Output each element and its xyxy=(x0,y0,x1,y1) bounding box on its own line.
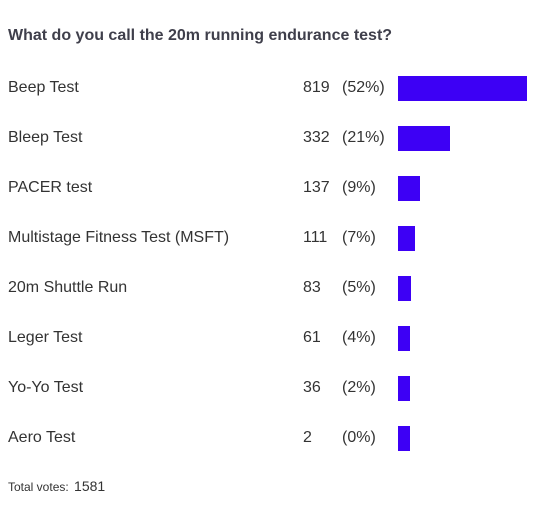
poll-option-row: Yo-Yo Test 36 (2%) xyxy=(0,364,536,414)
poll-title: What do you call the 20m running enduran… xyxy=(8,27,393,44)
total-votes-count: 1581 xyxy=(74,478,106,494)
option-bar xyxy=(398,326,410,351)
option-percent: (4%) xyxy=(342,329,376,346)
option-percent: (21%) xyxy=(342,129,385,146)
total-votes-label: Total votes: xyxy=(8,480,69,494)
option-vote-count: 36 xyxy=(303,379,321,396)
total-votes: Total votes: 1581 xyxy=(8,478,105,494)
option-bar xyxy=(398,376,410,401)
option-vote-count: 111 xyxy=(303,229,328,246)
option-percent: (52%) xyxy=(342,79,385,96)
option-percent: (7%) xyxy=(342,229,376,246)
option-label: Multistage Fitness Test (MSFT) xyxy=(8,229,230,246)
option-label: Aero Test xyxy=(8,429,76,446)
option-bar xyxy=(398,126,450,151)
option-percent: (2%) xyxy=(342,379,376,396)
poll-option-row: 20m Shuttle Run 83 (5%) xyxy=(0,264,536,314)
option-vote-count: 83 xyxy=(303,279,321,296)
poll-option-row: Aero Test 2 (0%) xyxy=(0,414,536,464)
option-label: PACER test xyxy=(8,179,93,196)
poll-option-row: PACER test 137 (9%) xyxy=(0,164,536,214)
option-label: 20m Shuttle Run xyxy=(8,279,128,296)
option-vote-count: 819 xyxy=(303,79,330,96)
option-bar xyxy=(398,426,410,451)
poll-option-row: Multistage Fitness Test (MSFT) 111 (7%) xyxy=(0,214,536,264)
option-label: Bleep Test xyxy=(8,129,83,146)
option-percent: (5%) xyxy=(342,279,376,296)
poll-option-row: Leger Test 61 (4%) xyxy=(0,314,536,364)
option-label: Yo-Yo Test xyxy=(8,379,84,396)
option-bar xyxy=(398,276,411,301)
option-bar xyxy=(398,76,527,101)
option-label: Beep Test xyxy=(8,79,79,96)
option-vote-count: 332 xyxy=(303,129,330,146)
option-bar xyxy=(398,226,415,251)
option-vote-count: 137 xyxy=(303,179,330,196)
poll-option-row: Bleep Test 332 (21%) xyxy=(0,114,536,164)
option-vote-count: 2 xyxy=(303,429,312,446)
option-percent: (0%) xyxy=(342,429,376,446)
option-label: Leger Test xyxy=(8,329,83,346)
option-percent: (9%) xyxy=(342,179,376,196)
poll-results: Beep Test 819 (52%) Bleep Test 332 (21%) PACER… xyxy=(0,64,536,464)
poll-option-row: Beep Test 819 (52%) xyxy=(0,64,536,114)
option-vote-count: 61 xyxy=(303,329,321,346)
option-bar xyxy=(398,176,420,201)
